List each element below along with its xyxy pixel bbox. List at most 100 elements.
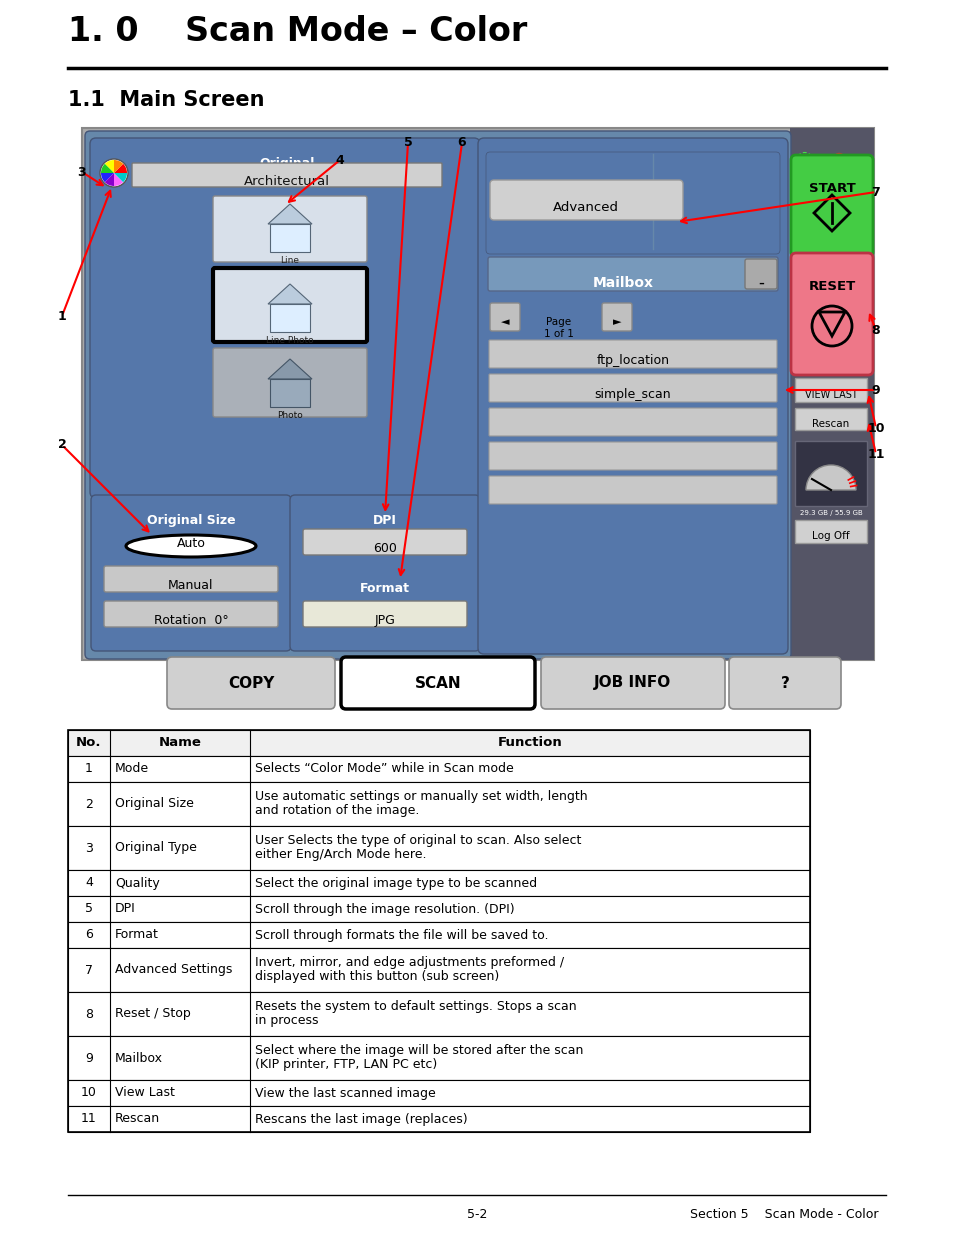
- Bar: [68, 730, 809, 756]
- Bar: [68, 992, 809, 1036]
- Text: 29.3 GB / 55.9 GB: 29.3 GB / 55.9 GB: [799, 510, 862, 516]
- Text: Rescans the last image (replaces): Rescans the last image (replaces): [254, 1113, 467, 1125]
- Text: Resets the system to default settings. Stops a scan: Resets the system to default settings. S…: [254, 1000, 576, 1013]
- Text: Selects “Color Mode” while in Scan mode: Selects “Color Mode” while in Scan mode: [254, 762, 514, 776]
- Text: -: -: [758, 274, 763, 291]
- Bar: [68, 1036, 809, 1079]
- Circle shape: [100, 159, 128, 186]
- FancyBboxPatch shape: [104, 566, 277, 592]
- Text: JPG: JPG: [375, 614, 395, 627]
- FancyBboxPatch shape: [489, 408, 776, 436]
- Bar: [68, 826, 809, 869]
- Text: Auto: Auto: [176, 537, 205, 550]
- Text: START: START: [808, 182, 855, 195]
- FancyBboxPatch shape: [790, 156, 872, 257]
- Text: ◌: ◌: [794, 149, 813, 170]
- Text: Mode: Mode: [115, 762, 149, 776]
- Text: Original: Original: [259, 157, 314, 170]
- Wedge shape: [101, 173, 113, 183]
- Polygon shape: [268, 359, 312, 379]
- Wedge shape: [105, 173, 113, 186]
- Text: Name: Name: [158, 736, 201, 750]
- Text: Scroll through formats the file will be saved to.: Scroll through formats the file will be …: [254, 929, 548, 941]
- Text: Rotation  0°: Rotation 0°: [153, 614, 228, 627]
- Text: Log Off: Log Off: [811, 531, 849, 541]
- Bar: [68, 756, 809, 782]
- Text: 8: 8: [871, 324, 880, 336]
- Text: Photo: Photo: [276, 411, 302, 420]
- Text: 2: 2: [85, 798, 92, 810]
- Text: (KIP printer, FTP, LAN PC etc): (KIP printer, FTP, LAN PC etc): [254, 1058, 436, 1071]
- Text: and rotation of the image.: and rotation of the image.: [254, 804, 419, 818]
- Wedge shape: [101, 164, 113, 173]
- Text: SCAN: SCAN: [415, 676, 461, 690]
- Text: Section 5    Scan Mode - Color: Section 5 Scan Mode - Color: [689, 1208, 878, 1221]
- FancyBboxPatch shape: [213, 268, 367, 342]
- Text: 6: 6: [85, 929, 92, 941]
- Bar: [68, 730, 809, 1132]
- Text: ⊘: ⊘: [829, 149, 845, 169]
- Bar: [68, 897, 809, 923]
- Text: 8: 8: [85, 1008, 92, 1020]
- FancyBboxPatch shape: [104, 601, 277, 627]
- Text: ►: ►: [612, 317, 620, 327]
- Text: 7: 7: [871, 185, 880, 199]
- Polygon shape: [268, 284, 312, 304]
- Text: 1: 1: [85, 762, 92, 776]
- FancyBboxPatch shape: [167, 657, 335, 709]
- Bar: [794, 378, 866, 403]
- Text: VIEW LAST: VIEW LAST: [803, 390, 857, 400]
- Text: Function: Function: [497, 736, 561, 750]
- Text: 2: 2: [57, 438, 67, 452]
- FancyBboxPatch shape: [790, 253, 872, 375]
- FancyBboxPatch shape: [91, 495, 291, 651]
- Text: Select the original image type to be scanned: Select the original image type to be sca…: [254, 877, 537, 889]
- Text: 10: 10: [866, 421, 883, 435]
- Bar: [270, 379, 310, 408]
- FancyBboxPatch shape: [213, 348, 367, 417]
- FancyBboxPatch shape: [477, 138, 787, 655]
- Text: Line Photo: Line Photo: [266, 336, 314, 345]
- Bar: [794, 520, 866, 543]
- Wedge shape: [105, 161, 113, 173]
- FancyBboxPatch shape: [303, 601, 467, 627]
- FancyBboxPatch shape: [213, 196, 367, 262]
- Text: 11: 11: [866, 447, 883, 461]
- Text: View the last scanned image: View the last scanned image: [254, 1087, 436, 1099]
- FancyBboxPatch shape: [290, 495, 479, 651]
- Text: Disk Use: Disk Use: [809, 442, 851, 452]
- Bar: [68, 782, 809, 826]
- Text: either Eng/Arch Mode here.: either Eng/Arch Mode here.: [254, 848, 426, 861]
- Text: Format: Format: [359, 582, 410, 595]
- FancyBboxPatch shape: [132, 163, 441, 186]
- FancyBboxPatch shape: [490, 303, 519, 331]
- FancyBboxPatch shape: [490, 180, 682, 220]
- Text: 600: 600: [373, 542, 396, 555]
- Text: 1. 0    Scan Mode – Color: 1. 0 Scan Mode – Color: [68, 15, 527, 48]
- Text: User Selects the type of original to scan. Also select: User Selects the type of original to sca…: [254, 834, 580, 847]
- Wedge shape: [113, 161, 123, 173]
- Text: Page
1 of 1: Page 1 of 1: [543, 317, 574, 338]
- FancyBboxPatch shape: [489, 475, 776, 504]
- Text: Use automatic settings or manually set width, length: Use automatic settings or manually set w…: [254, 790, 587, 803]
- Text: 5: 5: [403, 137, 412, 149]
- Bar: [68, 948, 809, 992]
- Text: Original Size: Original Size: [115, 798, 193, 810]
- FancyBboxPatch shape: [85, 131, 790, 659]
- FancyBboxPatch shape: [488, 257, 778, 291]
- Text: Scroll through the image resolution. (DPI): Scroll through the image resolution. (DP…: [254, 903, 514, 915]
- Wedge shape: [113, 164, 127, 173]
- FancyBboxPatch shape: [90, 138, 479, 498]
- FancyBboxPatch shape: [489, 442, 776, 471]
- Text: Select where the image will be stored after the scan: Select where the image will be stored af…: [254, 1044, 583, 1057]
- Text: Manual: Manual: [168, 579, 213, 592]
- Text: 9: 9: [871, 384, 880, 396]
- Polygon shape: [268, 204, 312, 224]
- FancyBboxPatch shape: [340, 657, 535, 709]
- Text: 5-2: 5-2: [466, 1208, 487, 1221]
- Bar: [68, 1107, 809, 1132]
- Text: View Last: View Last: [115, 1087, 174, 1099]
- FancyBboxPatch shape: [728, 657, 841, 709]
- Wedge shape: [113, 173, 127, 183]
- Text: 7: 7: [85, 963, 92, 977]
